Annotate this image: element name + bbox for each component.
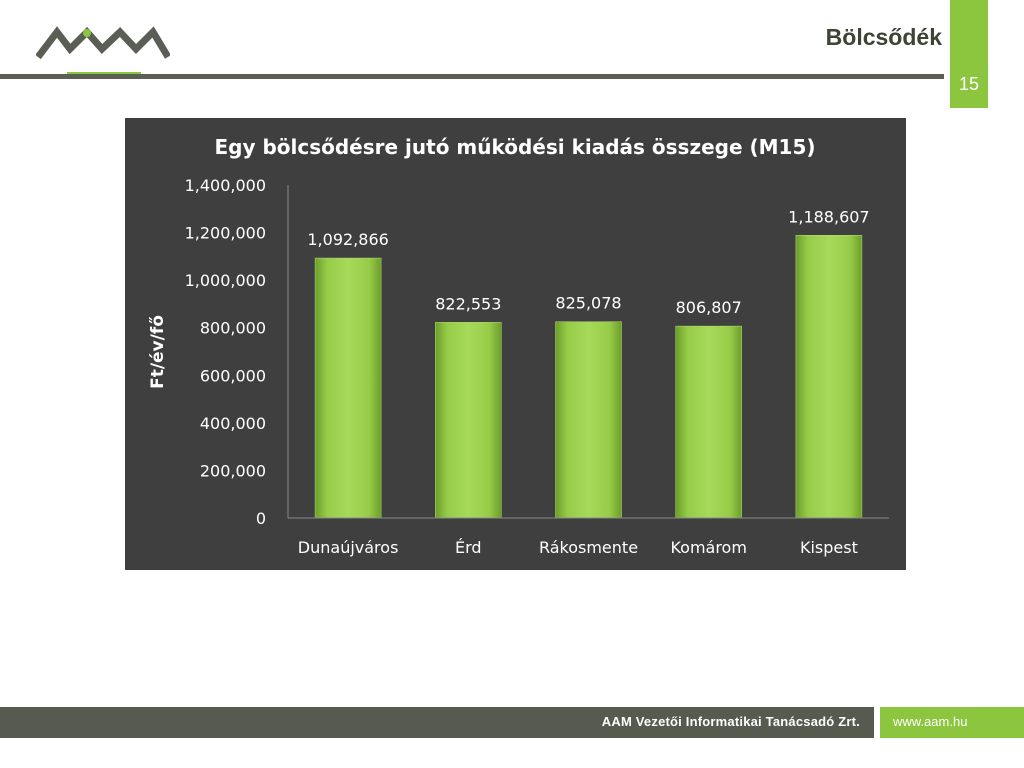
y-tick-label: 200,000: [200, 461, 266, 480]
footer-company-name: AAM Vezetői Informatikai Tanácsadó Zrt.: [601, 714, 860, 729]
x-tick-label: Dunaújváros: [298, 538, 399, 557]
bar-dunaújváros: [314, 257, 382, 519]
y-tick-label: 0: [256, 509, 266, 528]
bar-rákosmente: [555, 321, 622, 519]
y-tick-label: 1,000,000: [185, 271, 266, 290]
footer-url-link[interactable]: www.aam.hu: [893, 714, 968, 729]
data-label: 822,553: [435, 294, 501, 313]
page-number: 15: [958, 74, 980, 94]
header-divider: [0, 74, 944, 79]
y-tick-label: 1,200,000: [185, 224, 266, 243]
x-tick-label: Kispest: [800, 538, 858, 557]
chart-canvas: Egy bölcsődésre jutó működési kiadás öss…: [148, 135, 889, 557]
footer-url-box: www.aam.hu: [880, 707, 1024, 738]
bar-chart: Egy bölcsődésre jutó működési kiadás öss…: [125, 118, 906, 570]
data-label: 1,188,607: [788, 207, 869, 226]
x-tick-label: Rákosmente: [539, 538, 638, 557]
bar-komárom: [675, 325, 742, 519]
chart-title: Egy bölcsődésre jutó működési kiadás öss…: [214, 135, 815, 159]
footer-bar: AAM Vezetői Informatikai Tanácsadó Zrt.: [0, 707, 874, 738]
page-number-tab: [950, 0, 988, 108]
bar-kispest: [795, 235, 863, 519]
slide-title: Bölcsődék: [825, 24, 942, 50]
x-tick-label: Komárom: [670, 538, 746, 557]
y-tick-label: 1,400,000: [185, 176, 266, 195]
x-tick-label: Érd: [455, 538, 482, 557]
data-label: 825,078: [555, 294, 621, 313]
data-label: 1,092,866: [307, 230, 388, 249]
y-tick-label: 800,000: [200, 319, 266, 338]
bar-érd: [435, 322, 502, 519]
aam-logo: [36, 26, 170, 77]
y-axis-label: Ft/év/fő: [148, 315, 168, 389]
y-tick-label: 400,000: [200, 414, 266, 433]
y-tick-label: 600,000: [200, 366, 266, 385]
data-label: 806,807: [676, 298, 742, 317]
